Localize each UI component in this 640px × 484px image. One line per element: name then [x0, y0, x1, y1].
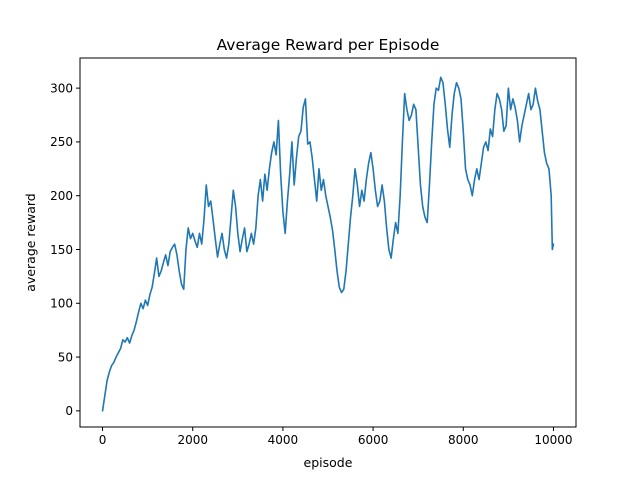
y-tick-label: 50: [58, 350, 73, 364]
y-tick-label: 300: [50, 81, 73, 95]
y-axis-label: average reward: [23, 193, 38, 291]
x-tick-label: 2000: [177, 433, 208, 447]
x-tick-label: 6000: [358, 433, 389, 447]
y-tick-label: 150: [50, 243, 73, 257]
y-tick-label: 200: [50, 189, 73, 203]
y-axis-ticks: 0 50 100 150 200 250 300: [50, 81, 80, 418]
x-axis-label: episode: [304, 455, 353, 470]
series-line-0: [101, 76, 555, 412]
y-tick-label: 250: [50, 135, 73, 149]
x-tick-label: 0: [99, 433, 107, 447]
x-axis-ticks: 0 2000 4000 6000 8000 10000: [99, 427, 573, 447]
y-tick-label: 0: [65, 404, 73, 418]
axes-frame: [79, 57, 577, 428]
chart-title: Average Reward per Episode: [217, 36, 440, 54]
x-tick-label: 10000: [534, 433, 572, 447]
x-tick-label: 8000: [448, 433, 479, 447]
plot-area: [101, 76, 555, 412]
y-tick-label: 100: [50, 297, 73, 311]
x-tick-label: 4000: [268, 433, 299, 447]
